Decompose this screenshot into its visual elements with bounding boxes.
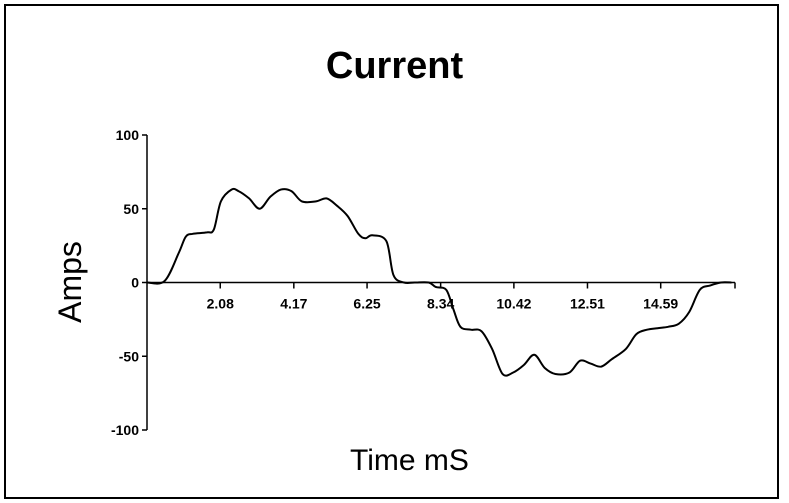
x-axis-label: Time mS	[350, 444, 469, 477]
x-tick-label: 4.17	[280, 296, 307, 312]
y-tick-label: 50	[123, 201, 139, 217]
chart-frame	[4, 4, 779, 499]
y-tick-label: 100	[116, 127, 140, 143]
x-tick-label: 8.34	[427, 296, 454, 312]
x-tick-label: 6.25	[353, 296, 380, 312]
y-tick-label: -50	[119, 348, 139, 364]
series-line-0	[146, 187, 732, 377]
x-tick-label: 12.51	[570, 296, 605, 312]
x-tick-label: 2.08	[207, 296, 234, 312]
x-tick-label: 10.42	[496, 296, 531, 312]
y-tick-label: 0	[131, 275, 139, 291]
y-tick-label: -100	[111, 422, 139, 438]
chart-title: Current	[325, 45, 464, 87]
x-tick-label: 14.59	[643, 296, 678, 312]
